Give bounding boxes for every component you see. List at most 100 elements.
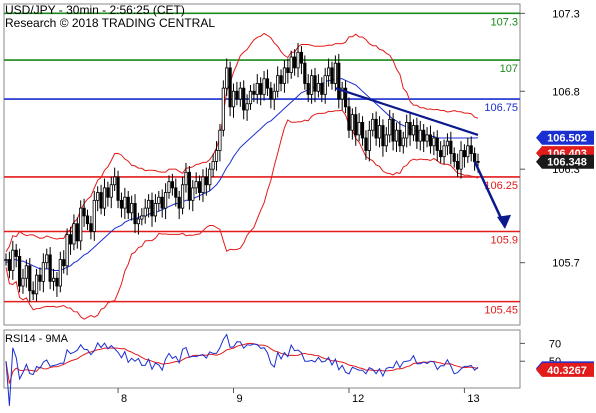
candle xyxy=(316,74,321,98)
candle xyxy=(116,170,120,209)
candle-body xyxy=(272,90,276,100)
candle xyxy=(211,153,215,177)
candle-body xyxy=(218,129,222,151)
candle-body xyxy=(422,129,426,142)
candle-body xyxy=(326,67,331,77)
price-badge-bg xyxy=(536,154,594,169)
candle-body xyxy=(41,262,45,282)
candle xyxy=(425,127,429,148)
candle xyxy=(343,80,348,114)
candle xyxy=(333,55,337,92)
candle-body xyxy=(398,129,402,147)
candle xyxy=(401,131,405,154)
candle-body xyxy=(428,134,433,147)
candle-body xyxy=(211,160,215,170)
candle xyxy=(194,172,198,195)
candle-body xyxy=(350,114,354,131)
candle-body xyxy=(55,277,59,287)
candle-body xyxy=(102,187,107,209)
candle-body xyxy=(109,184,113,198)
candle-body xyxy=(276,75,280,92)
candle-body xyxy=(333,62,337,84)
candle-body xyxy=(340,87,344,100)
candle xyxy=(170,173,174,196)
candle-body xyxy=(82,207,86,217)
candle xyxy=(109,176,113,209)
candle xyxy=(248,85,253,110)
candle-body xyxy=(85,215,90,225)
candle xyxy=(14,243,18,268)
main-plot-frame xyxy=(3,3,521,326)
candle-body xyxy=(72,223,76,245)
candle-body xyxy=(391,118,395,142)
main-panel: 107.3 107 106.75 106.25 105.9 105.45 xyxy=(3,3,521,326)
candle-body xyxy=(14,249,18,257)
candle-body xyxy=(65,234,69,267)
candle xyxy=(279,69,283,92)
candle xyxy=(408,113,412,146)
candle-body xyxy=(4,259,8,261)
candle xyxy=(360,116,365,146)
candle xyxy=(456,153,460,177)
candle xyxy=(235,81,239,106)
candle-body xyxy=(201,176,205,193)
candle xyxy=(82,198,86,227)
candle xyxy=(147,194,151,218)
candle-body xyxy=(45,254,49,264)
candle-body xyxy=(99,192,103,209)
candle xyxy=(201,169,205,202)
candle-body xyxy=(89,223,93,232)
candle xyxy=(51,268,56,291)
candle xyxy=(150,192,154,227)
candle-body xyxy=(364,137,368,151)
candle-body xyxy=(17,256,22,287)
candle xyxy=(371,113,375,137)
candle xyxy=(367,120,371,162)
candle xyxy=(58,251,62,293)
candle xyxy=(184,162,188,193)
candle-body xyxy=(255,83,259,95)
candle-body xyxy=(439,150,443,158)
candle-body xyxy=(28,265,32,292)
candle xyxy=(354,106,358,146)
candle xyxy=(191,180,195,212)
candle-body xyxy=(126,196,130,214)
candle-body xyxy=(442,145,446,158)
candle xyxy=(473,147,477,171)
candle-body xyxy=(303,62,307,84)
candle xyxy=(99,184,103,215)
candle-body xyxy=(337,62,341,100)
level-label: 105.45 xyxy=(484,305,518,317)
candle-body xyxy=(476,160,480,163)
candle-body xyxy=(469,145,473,154)
candle-body xyxy=(208,168,212,186)
candle xyxy=(299,46,304,75)
candle-body xyxy=(221,87,225,131)
candle-body xyxy=(238,87,242,100)
candle xyxy=(286,58,290,84)
candle xyxy=(435,130,439,162)
candle xyxy=(320,77,324,103)
candle-body xyxy=(357,122,361,136)
candle-body xyxy=(323,75,327,95)
candle-body xyxy=(96,192,100,201)
candle xyxy=(391,113,395,151)
candle xyxy=(72,214,76,251)
candle-body xyxy=(452,153,456,162)
candle-body xyxy=(343,87,348,108)
candle-body xyxy=(34,274,39,295)
candle xyxy=(153,194,158,223)
candle-body xyxy=(7,259,11,271)
candle-body xyxy=(21,277,25,287)
rsi-badge-label: 40.3267 xyxy=(547,365,587,377)
candle xyxy=(398,120,402,153)
candle-body xyxy=(48,254,52,282)
candle xyxy=(68,226,73,255)
candle-body xyxy=(425,134,429,142)
candle-body xyxy=(293,56,297,69)
level-label: 107.3 xyxy=(490,16,518,28)
candle xyxy=(113,167,117,191)
